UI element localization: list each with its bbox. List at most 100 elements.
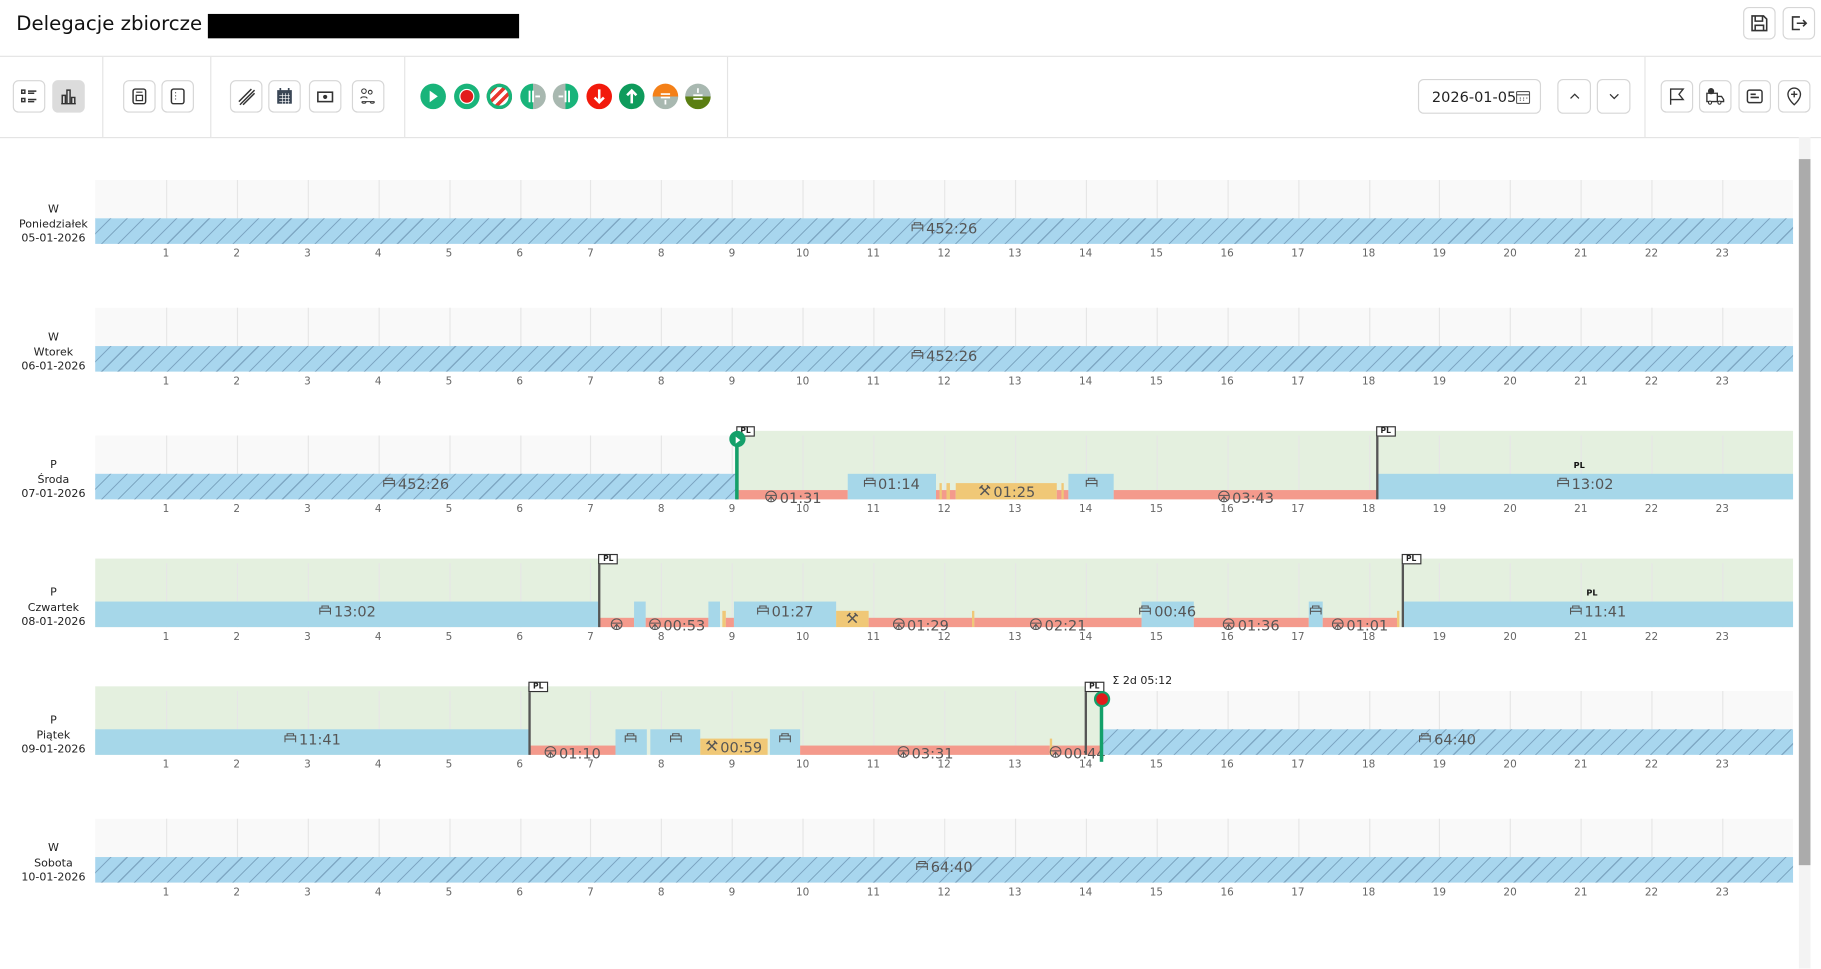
down-arrow-button[interactable] <box>585 83 612 110</box>
orange-split-button[interactable] <box>652 83 678 110</box>
hour-label: 7 <box>587 504 594 516</box>
duration-text: 01:36 <box>1237 616 1280 635</box>
hour-label: 14 <box>1078 759 1093 772</box>
tick-segment[interactable] <box>1050 738 1053 755</box>
rest-segment[interactable] <box>634 601 646 628</box>
border-flag[interactable]: PL <box>528 681 549 693</box>
tick-segment[interactable] <box>939 483 942 500</box>
hour-gridline <box>1580 180 1582 244</box>
layout-top-button[interactable] <box>123 80 156 113</box>
drive-segment[interactable] <box>645 617 708 628</box>
hour-label: 19 <box>1432 887 1446 899</box>
hatched-segment[interactable] <box>95 473 737 500</box>
steering-wheel-icon <box>1217 489 1230 506</box>
tick-segment[interactable] <box>722 610 726 628</box>
drivers-button[interactable] <box>351 80 385 113</box>
hatch-button[interactable] <box>229 80 263 113</box>
tick-segment[interactable] <box>1396 610 1400 628</box>
rest-segment[interactable] <box>1377 473 1794 500</box>
rest-segment[interactable] <box>734 601 836 628</box>
date-input[interactable]: 2026-01-05 <box>1417 78 1542 114</box>
rest-segment[interactable] <box>95 601 600 628</box>
up-arrow-button[interactable] <box>618 83 645 110</box>
break-striped-button[interactable] <box>486 83 513 110</box>
hatched-segment[interactable] <box>95 218 1794 244</box>
hour-gridline <box>802 435 804 500</box>
hour-label: 4 <box>374 376 382 388</box>
calendar-button[interactable] <box>268 80 301 113</box>
hour-label: 7 <box>587 631 594 644</box>
hour-label: 4 <box>374 887 382 899</box>
rest-segment[interactable] <box>847 473 936 500</box>
rest-segment[interactable] <box>1141 601 1194 628</box>
drive-segment[interactable] <box>529 745 616 755</box>
toolbar-divider <box>404 56 406 138</box>
drive-segment[interactable] <box>1052 745 1102 755</box>
drive-segment[interactable] <box>725 617 735 628</box>
hour-gridline <box>661 435 663 500</box>
drive-segment[interactable] <box>935 490 957 500</box>
list-view-button[interactable] <box>12 80 46 113</box>
next-day-button[interactable] <box>1596 78 1631 114</box>
save-button[interactable] <box>1743 6 1776 40</box>
stop-icon <box>458 88 474 104</box>
hour-gridline <box>731 818 734 883</box>
drive-segment[interactable] <box>1193 617 1309 628</box>
hour-gridline <box>165 563 168 628</box>
start-marker[interactable] <box>728 430 745 448</box>
hour-label: 17 <box>1291 504 1305 516</box>
border-flag-button[interactable] <box>1660 80 1694 113</box>
split-left-button[interactable] <box>552 83 579 110</box>
drive-segment[interactable] <box>738 490 848 500</box>
border-flag[interactable]: PL <box>1401 553 1422 565</box>
rest-segment[interactable] <box>707 601 720 628</box>
logout-button[interactable] <box>1782 6 1816 40</box>
previous-day-button[interactable] <box>1557 78 1591 114</box>
border-flag[interactable]: PL <box>1375 426 1396 437</box>
hour-label: 22 <box>1644 248 1659 261</box>
hatched-segment[interactable] <box>95 857 1794 883</box>
delivery-truck-button[interactable] <box>1698 80 1732 113</box>
tick-segment[interactable] <box>1061 483 1064 500</box>
money-button[interactable] <box>308 80 342 113</box>
hour-gridline <box>1368 180 1370 244</box>
hour-label: 14 <box>1078 376 1093 388</box>
work-label <box>846 611 859 628</box>
drive-segment[interactable] <box>1113 490 1378 500</box>
tick-segment[interactable] <box>946 483 951 500</box>
hatched-segment[interactable] <box>95 346 1794 372</box>
hour-label: 3 <box>304 376 311 388</box>
hour-label: 1 <box>162 759 170 772</box>
olive-split-button[interactable] <box>685 83 711 110</box>
layout-side-button[interactable] <box>161 80 194 113</box>
start-button[interactable] <box>420 83 446 110</box>
hour-label: 4 <box>374 504 382 516</box>
drive-segment[interactable] <box>599 617 635 628</box>
border-flag[interactable]: PL <box>598 553 619 565</box>
work-segment[interactable] <box>700 738 768 755</box>
hatched-segment[interactable] <box>1101 729 1794 755</box>
rest-segment[interactable] <box>1402 601 1794 628</box>
border-flag[interactable]: PL <box>1084 681 1105 693</box>
card-button[interactable] <box>1738 80 1771 113</box>
hour-gridline <box>1368 818 1370 883</box>
day-row: P Czwartek 08-01-2026 13:02 00:53 01:27 01:29 0… <box>0 553 1798 691</box>
rest-segment[interactable] <box>95 729 530 755</box>
hour-gridline <box>661 818 663 883</box>
hour-label: 4 <box>374 631 382 644</box>
tick-segment[interactable] <box>972 610 975 628</box>
hour-label: 10 <box>795 504 810 516</box>
drive-segment[interactable] <box>868 617 973 628</box>
bed-icon <box>1139 603 1152 620</box>
drive-segment[interactable] <box>1322 617 1397 628</box>
hour-gridline <box>1227 435 1229 500</box>
split-right-button[interactable] <box>519 83 546 110</box>
hour-label: 16 <box>1220 759 1234 772</box>
scrollbar-thumb[interactable] <box>1798 159 1811 866</box>
stop-button[interactable] <box>453 83 480 110</box>
drive-segment[interactable] <box>974 617 1142 628</box>
chart-view-button[interactable] <box>52 80 85 113</box>
end-marker[interactable] <box>1093 690 1111 708</box>
drive-segment[interactable] <box>799 745 1051 755</box>
add-location-button[interactable] <box>1777 80 1811 113</box>
